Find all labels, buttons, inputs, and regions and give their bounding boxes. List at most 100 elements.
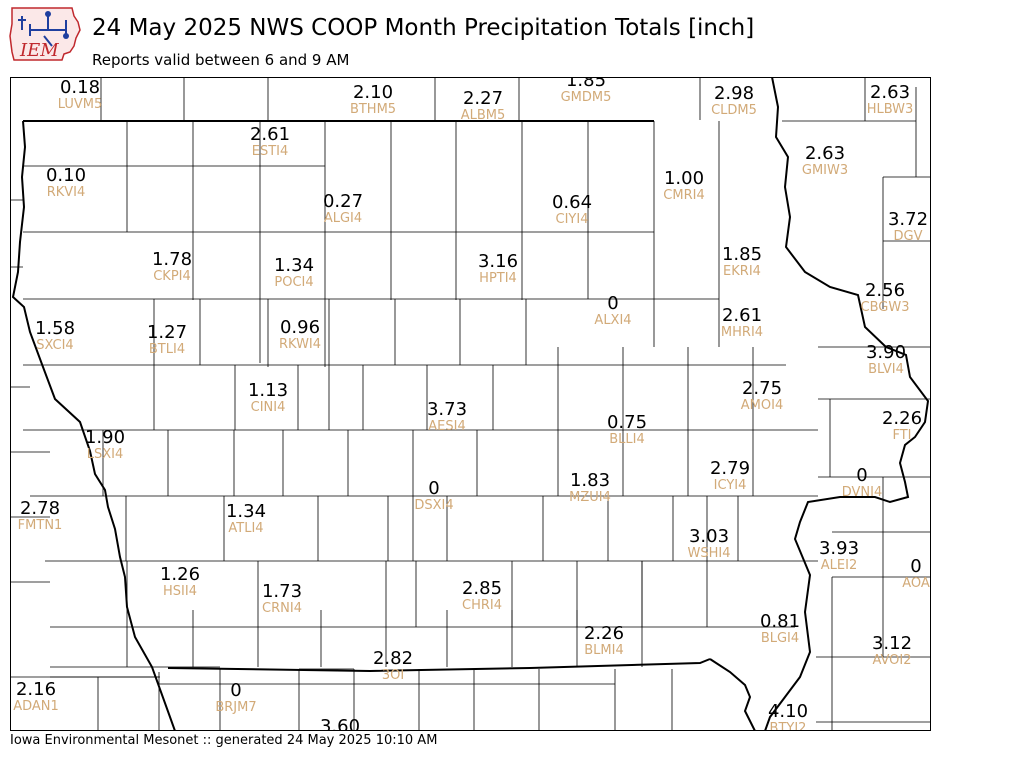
station-id: MZUI4 [569,490,611,505]
station-value: 0 [230,680,242,701]
station-id: SXCI4 [36,338,74,353]
station-id: AESI4 [428,419,466,434]
station-id: BTYI2 [769,721,807,732]
station-marker: 3.16 HPTI4 [478,252,518,286]
station-id: CHRI4 [461,598,502,613]
station-id: GMIW3 [801,163,849,178]
station-value: 1.85 [721,244,763,265]
station-marker: 0.75 BLLI4 [607,413,647,447]
station-value: 0.27 [322,191,364,212]
station-value: 1.90 [84,427,126,448]
station-marker: 2.16 ADAN1 [13,680,59,714]
station-value: 3.60 [319,716,361,732]
station-marker: 1.34 POCI4 [274,256,314,290]
station-marker: 2.63 HLBW3 [867,83,914,117]
station-id: ESTI4 [251,144,289,159]
station-value: 0 [856,465,868,486]
station-id: HSII4 [163,584,197,599]
station-id: MHRI4 [720,325,764,340]
station-marker: 0.64 CIYI4 [552,193,592,227]
station-marker: 0 ALXI4 [594,294,631,328]
logo-text: IEM [19,40,59,61]
station-id: BLLI4 [609,432,645,447]
station-marker: 1.73 CRNI4 [262,582,302,616]
station-id: RKVI4 [46,185,86,200]
station-marker: 1.85 EKRI4 [722,245,762,279]
station-marker: 2.26 FTI [882,409,922,443]
station-value: 1.85 [565,77,607,91]
station-value: 2.63 [869,82,911,103]
station-value: 2.61 [721,305,763,326]
station-id: ALEI2 [820,558,858,573]
station-value: 4.10 [767,701,809,722]
station-id: ALXI4 [594,313,632,328]
station-value: 3.16 [477,251,519,272]
station-value: 1.13 [247,380,289,401]
station-marker: 3.73 AESI4 [427,400,467,434]
precipitation-map: 0.18 LUVM5 2.10 BTHM5 2.27 ALBM5 1.85 GMDM5 … [10,77,931,731]
station-value: 2.10 [352,82,394,103]
station-marker: 2.61 MHRI4 [721,306,763,340]
station-marker: 1.26 HSII4 [160,565,200,599]
station-value: 2.26 [881,408,923,429]
station-marker: 0.18 LUVM5 [58,78,103,112]
station-id: ALBM5 [460,108,506,123]
station-value: 0.81 [759,611,801,632]
station-marker: 2.75 AMOI4 [741,379,783,413]
station-id: 3OI [381,668,405,683]
station-id: HLBW3 [866,102,914,117]
station-value: 0.10 [45,165,87,186]
weather-dot-icon [45,11,51,17]
station-marker: 2.56 CBGW3 [861,281,910,315]
station-value: 2.27 [462,88,504,109]
station-marker: 3.60 [319,716,361,732]
station-marker: 2.61 ESTI4 [250,125,290,159]
station-id: ADAN1 [13,699,59,714]
station-marker: 1.85 GMDM5 [561,77,612,105]
station-id: DSXI4 [414,498,454,513]
station-value: 1.58 [34,318,76,339]
station-id: DGV [893,229,923,244]
station-id: EKRI4 [723,264,761,279]
page-subtitle: Reports valid between 6 and 9 AM [92,51,350,69]
station-id: POCI4 [274,275,314,290]
station-id: ICYI4 [713,478,747,493]
station-value: 1.00 [663,168,705,189]
station-marker: 2.79 ICYI4 [710,459,750,493]
station-value: 1.34 [225,501,267,522]
station-marker: 2.98 CLDM5 [711,84,757,118]
station-marker: 1.13 CINI4 [248,381,288,415]
station-marker: 1.00 CMRI4 [663,169,704,203]
station-value: 2.16 [15,679,57,700]
station-value: 2.56 [864,280,906,301]
station-id: CIYI4 [555,212,589,227]
station-marker: 3.03 WSHI4 [688,527,731,561]
station-marker: 1.27 BTLI4 [147,323,187,357]
station-value: 2.63 [804,143,846,164]
weather-dot-icon [63,33,69,39]
station-value: 1.83 [569,470,611,491]
station-marker: 3.72 DGV [888,210,928,244]
station-value: 2.82 [372,648,414,669]
station-id: CKPI4 [153,269,191,284]
station-marker: 1.58 SXCI4 [35,319,75,353]
station-id: LSXI4 [86,447,124,462]
station-marker: 0.10 RKVI4 [46,166,86,200]
station-value: 2.75 [741,378,783,399]
station-marker: 2.26 BLMI4 [584,624,624,658]
page-title: 24 May 2025 NWS COOP Month Precipitation… [92,15,755,41]
station-id: BLVI4 [868,362,904,377]
station-id: DVNI4 [841,485,883,500]
station-marker: 0 BRJM7 [215,681,256,715]
station-id: CINI4 [250,400,286,415]
station-marker: 3.90 BLVI4 [866,343,906,377]
county-boundaries [10,77,931,731]
station-marker: 1.78 CKPI4 [152,250,192,284]
station-marker: 0 DSXI4 [414,479,453,513]
station-value: 2.85 [461,578,503,599]
station-marker: 4.10 BTYI2 [767,701,809,732]
station-value: 3.90 [865,342,907,363]
station-marker: 2.27 ALBM5 [461,89,506,123]
station-value: 0 [910,556,922,577]
station-id: AOA [902,576,930,591]
